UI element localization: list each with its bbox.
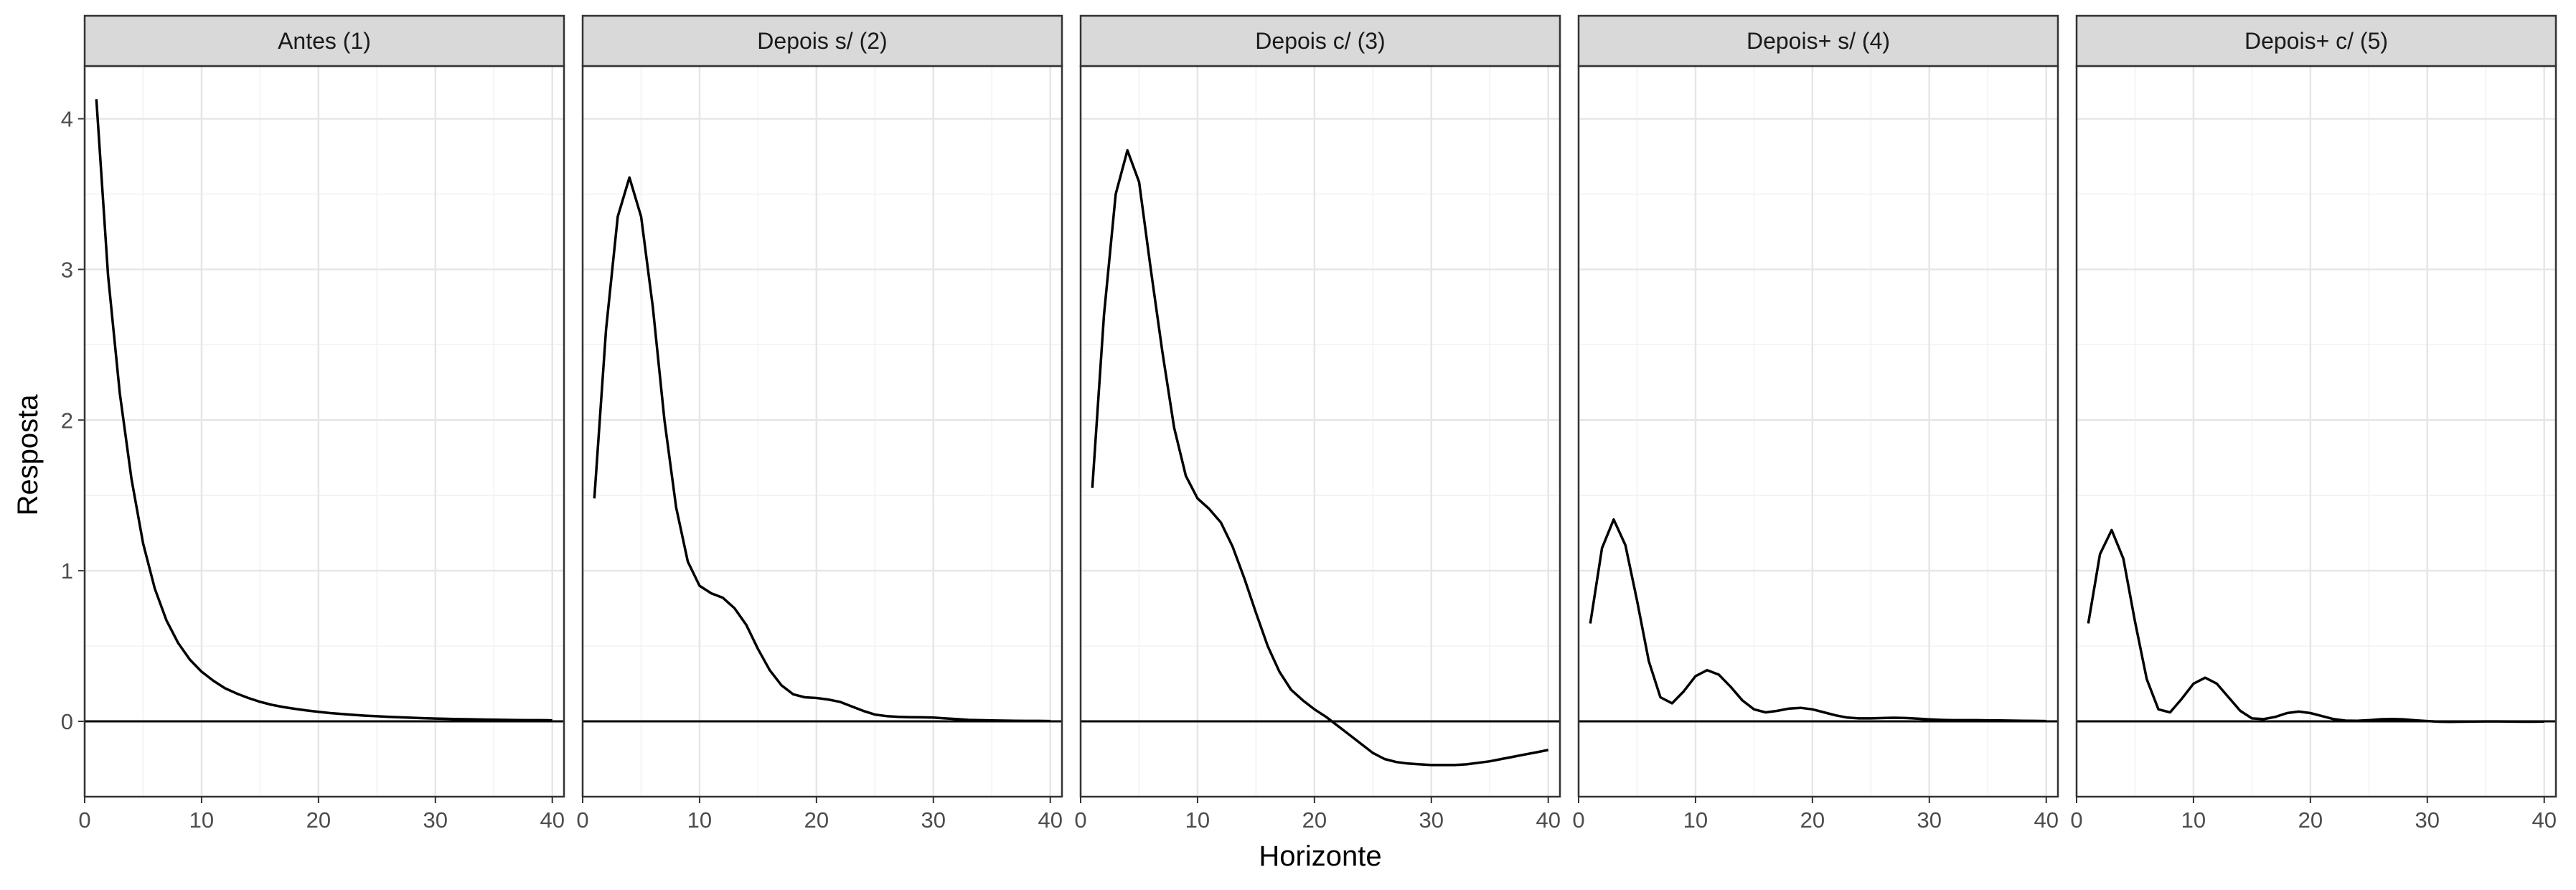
panel-background [2077,66,2556,797]
x-tick-label: 0 [1074,807,1086,833]
y-tick-label: 4 [61,106,73,131]
x-tick-label: 20 [306,807,331,833]
y-tick-label: 0 [61,709,73,734]
y-tick-label: 3 [61,257,73,282]
y-tick-label: 1 [61,558,73,584]
x-tick-label: 30 [921,807,946,833]
x-tick-label: 10 [1683,807,1708,833]
facet-strip [1079,14,1561,67]
x-axis-title: Horizonte [1259,840,1381,872]
x-tick-label: 40 [2532,807,2556,833]
x-tick-label: 10 [687,807,712,833]
x-tick-label: 10 [189,807,214,833]
x-tick-label: 10 [1185,807,1210,833]
response-line [1091,149,1549,767]
x-tick-label: 30 [423,807,448,833]
facet-strip [2075,14,2557,67]
facet-strip-label: Antes (1) [278,28,371,54]
facet-strip-label: Depois c/ (3) [1255,28,1385,54]
x-tick-label: 20 [1302,807,1327,833]
facet-strip [1577,14,2059,67]
x-tick-label: 40 [1038,807,1062,833]
response-line [95,99,553,722]
y-axis-title: Resposta [12,394,44,516]
response-line [2087,528,2544,723]
panel-background [85,66,564,797]
x-tick-label: 40 [2034,807,2058,833]
facet-panel: Depois+ s/ (4) 0 10 20 30 40 [1572,14,2059,833]
facet-strip-label: Depois s/ (2) [757,28,887,54]
facet-panel: Depois c/ (3) 0 10 20 30 40 [1074,14,1561,833]
y-axis: 0 1 2 3 4 [61,106,85,734]
x-tick-label: 40 [1536,807,1560,833]
facet-strip-label: Depois+ c/ (5) [2244,28,2388,54]
x-tick-label: 0 [2070,807,2082,833]
response-line [593,176,1050,723]
x-tick-label: 30 [1419,807,1444,833]
facet-strip-label: Depois+ s/ (4) [1747,28,1890,54]
response-line [1589,518,2046,723]
facet-panel: Depois s/ (2) 0 10 20 30 40 [576,14,1063,833]
x-tick-label: 20 [2298,807,2323,833]
x-tick-label: 30 [2415,807,2440,833]
facet-strip [83,14,565,67]
facet-panel: Depois+ c/ (5) 0 10 20 30 40 [2070,14,2557,833]
x-tick-label: 0 [576,807,588,833]
panel-background [1579,66,2058,797]
panel-background [583,66,1062,797]
x-tick-label: 20 [804,807,829,833]
x-tick-label: 40 [540,807,564,833]
x-tick-label: 20 [1800,807,1825,833]
facet-panel: Antes (1) 0 10 20 30 40 [78,14,565,833]
x-tick-label: 0 [78,807,90,833]
x-tick-label: 30 [1917,807,1942,833]
x-tick-label: 10 [2181,807,2206,833]
panel-background [1081,66,1560,797]
x-tick-label: 0 [1572,807,1584,833]
facet-strip [581,14,1063,67]
facet-panels: Antes (1) 0 10 20 30 40 Depois s/ (2) 0 10 20 30 40… [78,14,2557,833]
y-tick-label: 2 [61,408,73,433]
